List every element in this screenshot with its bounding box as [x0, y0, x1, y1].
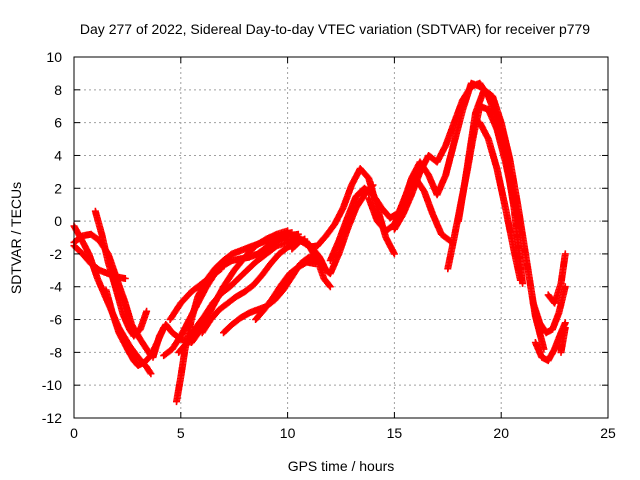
- y-tick-label: -4: [50, 279, 63, 295]
- series-track-21: [455, 86, 548, 353]
- series-track-22: [476, 119, 524, 284]
- series-track-23: [529, 283, 569, 337]
- data-point: [147, 370, 155, 378]
- series-track-11: [198, 235, 309, 337]
- data-point: [561, 324, 569, 332]
- series-track-4: [91, 207, 151, 340]
- x-tick-label: 0: [70, 425, 78, 441]
- y-tick-label: 4: [54, 147, 62, 163]
- axis-ticks: [73, 56, 609, 419]
- x-axis-label: GPS time / hours: [288, 458, 395, 474]
- y-tick-label: -8: [50, 344, 63, 360]
- plot-frame: [73, 56, 609, 419]
- y-tick-labels: -12 -10 -8 -6 -4 -2 0 2 4 6 8 10: [42, 49, 62, 426]
- x-tick-label: 20: [493, 425, 509, 441]
- x-tick-label: 15: [387, 425, 403, 441]
- series-track-1: [70, 222, 155, 378]
- y-tick-label: 2: [54, 180, 62, 196]
- x-tick-labels: 0 5 10 15 20 25: [70, 425, 616, 441]
- series-track-26: [557, 324, 569, 356]
- series-track-9: [166, 265, 225, 323]
- series-track-8: [160, 230, 302, 360]
- series-track-25: [544, 250, 569, 307]
- y-tick-label: -12: [42, 410, 62, 426]
- data-point: [390, 250, 398, 258]
- data-point: [326, 283, 334, 291]
- series-track-2: [70, 230, 155, 360]
- series-track-15: [288, 237, 334, 291]
- data-point: [561, 250, 569, 258]
- series-track-13: [252, 258, 319, 323]
- y-tick-label: -2: [50, 246, 63, 262]
- series-track-10: [175, 238, 292, 356]
- y-tick-label: -10: [42, 377, 62, 393]
- data-point: [217, 265, 225, 273]
- y-tick-label: 8: [54, 82, 62, 98]
- y-tick-label: 10: [46, 49, 62, 65]
- y-axis-label: SDTVAR / TECUs: [8, 182, 24, 294]
- x-tick-label: 5: [177, 425, 185, 441]
- x-tick-label: 25: [600, 425, 616, 441]
- data-points: [70, 79, 569, 406]
- data-point: [325, 282, 333, 290]
- data-point: [121, 275, 129, 282]
- y-tick-label: 0: [54, 213, 62, 229]
- gridlines: [74, 57, 608, 418]
- chart-title: Day 277 of 2022, Sidereal Day-to-day VTE…: [80, 21, 590, 37]
- data-point: [216, 266, 224, 274]
- y-tick-label: 6: [54, 115, 62, 131]
- data-point: [143, 307, 151, 315]
- data-point: [146, 368, 154, 376]
- x-tick-label: 10: [280, 425, 296, 441]
- y-tick-label: -6: [50, 312, 63, 328]
- data-point: [516, 276, 524, 284]
